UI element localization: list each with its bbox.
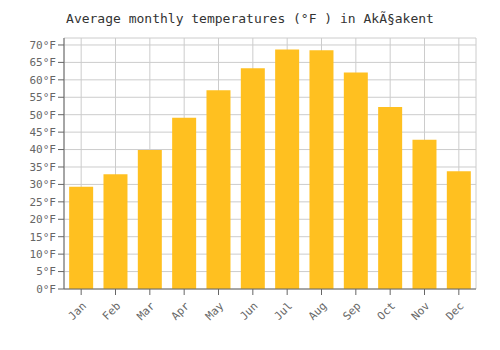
svg-text:Feb: Feb [100,300,123,323]
svg-text:5°F: 5°F [36,265,56,278]
svg-text:Oct: Oct [375,300,398,323]
svg-text:25°F: 25°F [30,196,57,209]
svg-text:0°F: 0°F [36,283,56,296]
svg-text:40°F: 40°F [30,143,57,156]
svg-text:Sep: Sep [340,300,363,323]
svg-text:20°F: 20°F [30,213,57,226]
svg-text:Mar: Mar [134,299,158,323]
svg-text:May: May [203,299,227,323]
svg-text:Apr: Apr [169,299,193,323]
svg-text:45°F: 45°F [30,126,57,139]
html-text:Average monthly temperatures (: Average monthly temperatures (°F ) in Ak… [66,11,434,26]
svg-text:15°F: 15°F [30,231,57,244]
svg-text:65°F: 65°F [30,56,57,69]
svg-text:70°F: 70°F [30,39,57,52]
svg-text:60°F: 60°F [30,74,57,87]
svg-text:50°F: 50°F [30,109,57,122]
svg-text:Dec: Dec [443,300,466,323]
svg-text:55°F: 55°F [30,91,57,104]
svg-text:Jun: Jun [237,300,260,323]
svg-text:Jul: Jul [272,300,295,323]
svg-text:30°F: 30°F [30,178,57,191]
svg-text:35°F: 35°F [30,161,57,174]
svg-text:Aug: Aug [306,300,329,323]
svg-text:Nov: Nov [409,299,433,323]
svg-text:Jan: Jan [66,300,89,323]
svg-text:10°F: 10°F [30,248,57,261]
